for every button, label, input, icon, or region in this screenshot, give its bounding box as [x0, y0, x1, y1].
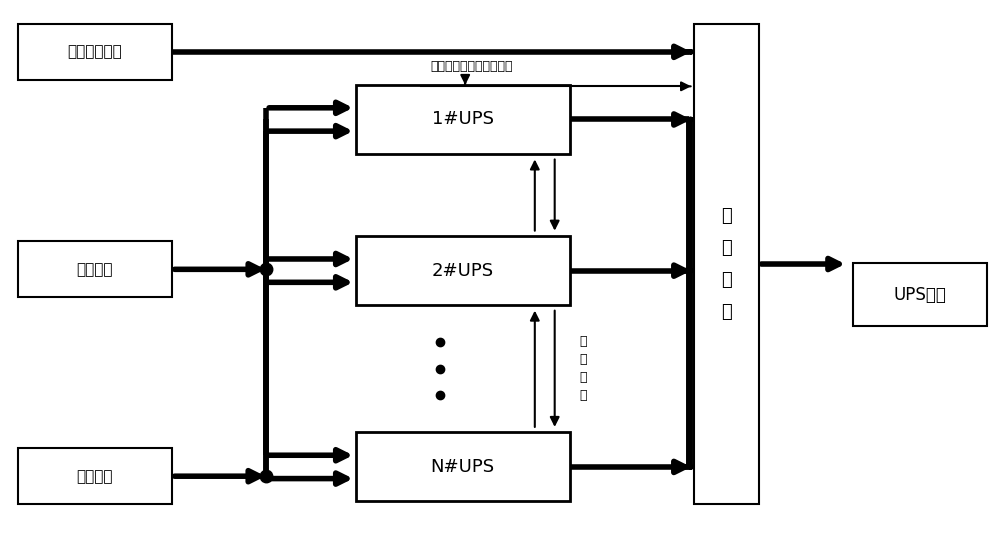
Text: 直流输入: 直流输入	[77, 468, 113, 483]
Bar	[18, 242, 172, 297]
Bar	[356, 236, 570, 305]
Text: 1#UPS: 1#UPS	[432, 110, 494, 129]
Text: 交流输入: 交流输入	[77, 262, 113, 277]
Bar	[356, 85, 570, 154]
Bar	[356, 433, 570, 501]
Text: 切
换
装
置: 切 换 装 置	[721, 207, 732, 321]
Text: 2#UPS: 2#UPS	[432, 262, 494, 280]
Bar	[853, 263, 987, 326]
Bar	[18, 24, 172, 80]
Text: N#UPS: N#UPS	[431, 458, 495, 476]
Bar	[18, 448, 172, 504]
Text: 均
流
总
线: 均 流 总 线	[580, 336, 587, 403]
Text: UPS输出: UPS输出	[894, 286, 947, 303]
Bar	[694, 24, 759, 504]
Text: 旁路交流输入: 旁路交流输入	[67, 44, 122, 59]
Text: 同步信号及状态检测总线: 同步信号及状态检测总线	[430, 60, 513, 73]
